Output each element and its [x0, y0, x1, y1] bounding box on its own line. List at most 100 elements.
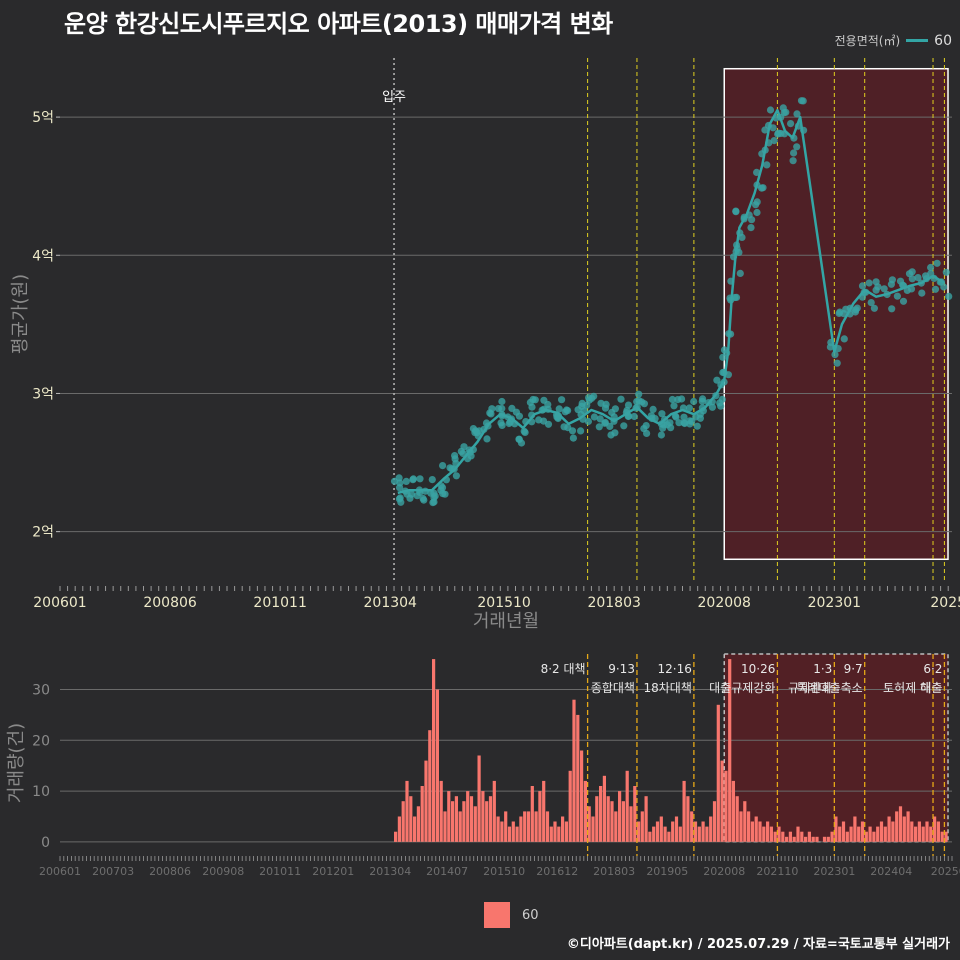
price-point: [670, 402, 678, 410]
price-point: [635, 390, 643, 398]
volume-bar: [716, 704, 720, 842]
chart-title: 운양 한강신도시푸르지오 아파트(2013) 매매가격 변화: [64, 10, 613, 38]
volume-bar: [591, 816, 595, 842]
volume-bar: [439, 780, 443, 842]
volume-bar: [466, 791, 470, 842]
policy-label-sub: 대출: [920, 681, 942, 695]
volume-bar: [637, 821, 641, 842]
volume-bar: [542, 780, 546, 842]
price-point: [865, 279, 873, 287]
volume-bar: [443, 811, 447, 842]
price-point: [651, 415, 659, 423]
policy-label: 9·13: [608, 662, 635, 676]
volume-bar: [705, 826, 709, 842]
price-point: [846, 304, 854, 312]
price-point: [508, 404, 516, 412]
price-point: [595, 423, 603, 431]
price-point: [858, 293, 867, 301]
price-point: [610, 413, 618, 421]
price-point: [899, 297, 908, 305]
volume-bar: [674, 816, 679, 842]
volume-y-tick-label: 20: [32, 733, 50, 749]
price-point: [633, 403, 641, 411]
price-point: [883, 290, 891, 299]
price-point: [922, 275, 931, 283]
volume-bar: [671, 821, 675, 842]
price-point: [763, 161, 771, 169]
volume-bar: [917, 821, 921, 842]
volume-bar: [530, 786, 534, 842]
volume-bar: [925, 821, 929, 842]
price-point: [880, 285, 888, 293]
price-point: [585, 394, 593, 402]
policy-label: 9·7: [844, 662, 863, 676]
volume-bar: [910, 821, 914, 842]
price-point: [624, 401, 633, 409]
volume-bar: [583, 780, 587, 842]
volume-bar: [413, 816, 417, 842]
volume-bar: [477, 755, 481, 842]
policy-label: 8·2 대책: [541, 661, 586, 676]
price-point: [624, 412, 632, 421]
price-point: [657, 431, 666, 439]
price-point: [745, 211, 753, 219]
price-point: [793, 110, 801, 118]
volume-bar: [906, 811, 910, 842]
price-point: [390, 477, 399, 485]
volume-y-tick-label: 30: [32, 683, 50, 699]
volume-x-tick-label: 202110: [756, 865, 798, 878]
policy-label-sub: 규제완화: [788, 681, 832, 695]
volume-bar: [428, 730, 432, 842]
price-point: [442, 476, 450, 484]
price-point: [515, 412, 524, 420]
policy-label-sub: 18차대책: [643, 680, 691, 695]
price-point: [584, 417, 593, 426]
price-point: [564, 424, 572, 432]
volume-y-tick-label: 10: [32, 784, 50, 800]
price-point: [675, 419, 683, 427]
volume-bar: [492, 780, 496, 842]
volume-bar: [914, 826, 918, 842]
volume-bar: [420, 786, 424, 842]
price-point: [789, 157, 797, 165]
price-point: [396, 479, 404, 487]
volume-bar: [488, 796, 493, 842]
price-point: [918, 289, 926, 297]
price-point: [507, 415, 516, 423]
volume-bar: [701, 821, 705, 842]
price-point: [409, 475, 417, 483]
volume-bar: [785, 836, 789, 842]
move-in-label: 입주: [382, 90, 406, 105]
volume-bar: [690, 811, 694, 842]
volume-bar: [845, 831, 849, 842]
volume-bar: [860, 821, 865, 842]
volume-bar: [709, 816, 713, 842]
price-point: [671, 412, 680, 420]
price-point: [840, 335, 848, 343]
volume-bar: [807, 831, 811, 842]
price-point: [685, 404, 694, 412]
volume-bar: [792, 836, 796, 842]
volume-bar: [568, 770, 572, 842]
price-point: [800, 126, 808, 134]
price-point: [769, 124, 777, 132]
volume-bar: [648, 831, 652, 842]
price-point: [872, 278, 880, 286]
price-point: [720, 346, 729, 354]
y-tick-label: 4억: [32, 248, 54, 264]
price-point: [415, 486, 423, 494]
volume-bar: [667, 831, 671, 842]
price-point: [787, 120, 795, 128]
volume-bar: [853, 816, 857, 842]
price-point: [643, 429, 651, 437]
volume-bar: [735, 796, 739, 842]
volume-bar: [515, 826, 519, 842]
volume-x-tick-label: 202301: [813, 865, 855, 878]
volume-bar: [526, 811, 531, 842]
volume-bar: [587, 806, 591, 842]
volume-bar: [728, 659, 732, 842]
price-point: [774, 129, 783, 137]
price-point: [831, 351, 839, 359]
volume-bar: [496, 816, 500, 842]
